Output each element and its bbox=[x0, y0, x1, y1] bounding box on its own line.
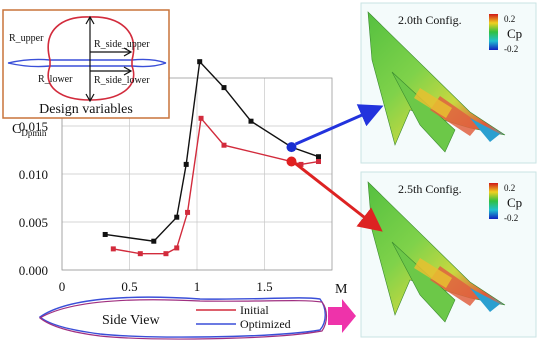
side-section-blue bbox=[7, 58, 167, 64]
side-view-label: Side View bbox=[102, 313, 161, 328]
cross-section-red bbox=[47, 16, 135, 101]
pink-arrow-icon bbox=[328, 299, 356, 333]
cp-colorbar bbox=[489, 183, 498, 219]
config-title: 2.5th Config. bbox=[398, 182, 462, 196]
series-point-red bbox=[137, 251, 143, 257]
cp-scale-top: 0.2 bbox=[504, 183, 515, 193]
side-view-initial bbox=[38, 299, 328, 340]
series-point-black bbox=[316, 154, 321, 160]
label-r-side-lower: R_side_lower bbox=[94, 75, 150, 86]
y-tick-label: 0.005 bbox=[19, 215, 48, 230]
highlight-point bbox=[286, 156, 297, 167]
cp-scale-label: Cp bbox=[507, 195, 522, 210]
x-tick-label: 1.5 bbox=[256, 279, 272, 294]
design-variables-box: R_upper R_side_upper R_lower R_side_lowe… bbox=[2, 9, 170, 119]
y-tick-label: 0.015 bbox=[19, 119, 48, 134]
series-point-black bbox=[151, 238, 157, 244]
y-axis-label: CDpmin bbox=[12, 122, 47, 138]
x-tick-labels: 0 0.5 1 1.5 bbox=[59, 279, 273, 294]
series-point-red bbox=[110, 246, 116, 252]
series-point-red bbox=[174, 245, 180, 251]
cp-scale-bottom: -0.2 bbox=[504, 44, 518, 54]
aircraft-cp-image bbox=[367, 11, 506, 153]
cp-scale-bottom: -0.2 bbox=[504, 213, 518, 223]
y-tick-label: 0.010 bbox=[19, 167, 48, 182]
cp-scale-label: Cp bbox=[507, 26, 522, 41]
label-r-upper: R_upper bbox=[9, 33, 44, 44]
side-view-optimized bbox=[38, 296, 326, 338]
cp-scale-top: 0.2 bbox=[504, 14, 515, 24]
label-r-side-upper: R_side_upper bbox=[94, 39, 150, 50]
callout-arrow-red bbox=[294, 162, 383, 232]
series-point-black bbox=[248, 118, 254, 124]
callout-arrow-blue bbox=[294, 104, 384, 146]
series-point-black bbox=[102, 231, 108, 237]
x-tick-label: 1 bbox=[194, 279, 201, 294]
aircraft-cp-image bbox=[367, 181, 506, 323]
series-point-red bbox=[163, 251, 169, 257]
series-point-black bbox=[221, 85, 227, 91]
cp-colorbar bbox=[489, 14, 498, 50]
config-panel-2-5: 2.5th Config. 0.2 Cp -0.2 bbox=[360, 171, 537, 338]
series-point-black bbox=[197, 59, 203, 65]
cdpmin-chart: 0.000 0.005 0.010 0.015 0 0.5 1 1.5 CDpmin M bbox=[12, 59, 348, 297]
config-panel-2-0: 2.0th Config. 0.2 Cp -0.2 bbox=[360, 2, 537, 164]
x-tick-label: 0.5 bbox=[121, 279, 137, 294]
series-point-red bbox=[198, 115, 204, 121]
config-title: 2.0th Config. bbox=[398, 13, 462, 27]
callout-arrows bbox=[294, 104, 384, 232]
label-r-lower: R_lower bbox=[38, 74, 73, 85]
design-caption: Design variables bbox=[39, 102, 133, 117]
series-point-red bbox=[298, 161, 304, 167]
series-point-black bbox=[183, 161, 189, 167]
side-view-panel: Side View Initial Optimized bbox=[38, 296, 356, 340]
series-point-red bbox=[221, 142, 227, 148]
highlight-point bbox=[286, 142, 297, 153]
series-point-red bbox=[316, 159, 321, 165]
legend-optimized-label: Optimized bbox=[240, 317, 291, 331]
y-tick-label: 0.000 bbox=[19, 263, 48, 278]
series-point-red bbox=[185, 209, 191, 215]
y-tick-labels: 0.000 0.005 0.010 0.015 bbox=[19, 119, 48, 278]
x-axis-label: M bbox=[335, 282, 348, 297]
legend-initial-label: Initial bbox=[240, 303, 269, 317]
series-point-black bbox=[174, 214, 180, 220]
series-line-red bbox=[113, 116, 319, 255]
x-tick-label: 0 bbox=[59, 279, 66, 294]
